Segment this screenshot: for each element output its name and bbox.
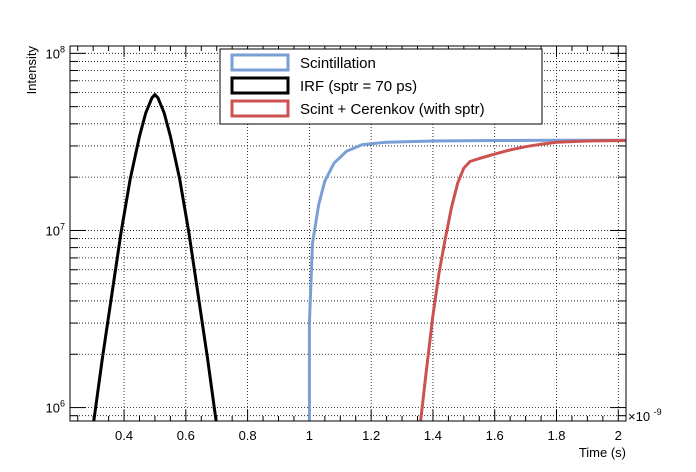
y-tick-label: 106 [46,399,65,416]
legend-swatch-1 [230,76,290,95]
x-tick-label: 0.8 [239,428,257,443]
legend-label-1: IRF (sptr = 70 ps) [300,78,417,95]
x-axis-title: Time (s) [579,445,626,460]
x-tick-label: 2 [615,428,622,443]
x-exponent-power: -9 [654,407,662,417]
x-tick-label: 1.6 [486,428,504,443]
x-tick-label: 1.8 [547,428,565,443]
y-tick-base: 10 [46,401,60,416]
y-tick-base: 10 [46,223,60,238]
legend-swatch-0 [230,53,290,72]
x-exponent-base: ×10 [628,409,650,424]
y-tick-exponent: 6 [60,399,65,409]
series-layer [92,93,626,421]
legend-swatch-2 [230,99,290,118]
series-line-0 [307,138,626,421]
legend: Scintillation IRF (sptr = 70 ps) Scint + C… [219,48,543,125]
x-tick-label: 1 [306,428,313,443]
y-tick-exponent: 7 [60,221,65,231]
y-tick-exponent: 8 [60,44,65,54]
series-line-2 [419,139,626,421]
y-tick-base: 10 [46,46,60,61]
x-tick-label: 0.4 [115,428,133,443]
x-tick-label: 1.4 [424,428,442,443]
y-axis-title: Intensity [24,46,39,95]
x-axis-exponent: ×10 -9 [628,407,662,424]
series-line-1 [92,93,218,421]
x-tick-label: 0.6 [177,428,195,443]
y-tick-label: 107 [46,221,65,238]
y-tick-label: 108 [46,44,65,61]
legend-label-0: Scintillation [300,55,376,72]
legend-label-2: Scint + Cerenkov (with sptr) [300,101,485,118]
x-tick-label: 1.2 [362,428,380,443]
plot-frame [69,45,627,422]
